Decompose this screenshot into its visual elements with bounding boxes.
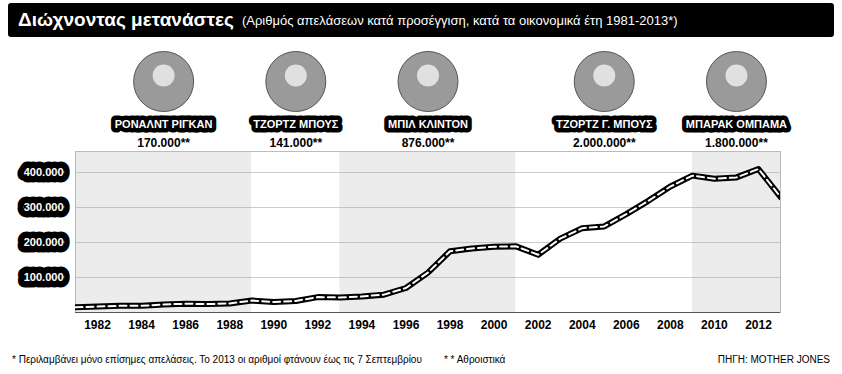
svg-text:ΤΖΟΡΤΖ ΜΠΟΥΣ: ΤΖΟΡΤΖ ΜΠΟΥΣ [253, 118, 339, 130]
html-text:ΠΗΓΗ: MOTHER JONES: ΠΗΓΗ: MOTHER JONES [717, 353, 830, 365]
svg-text:1998: 1998 [437, 318, 464, 332]
svg-text:170.000**: 170.000** [137, 136, 190, 150]
svg-text:1994: 1994 [349, 318, 376, 332]
svg-text:2000: 2000 [481, 318, 508, 332]
svg-text:2.000.000**: 2.000.000** [573, 136, 636, 150]
svg-text:2008: 2008 [657, 318, 684, 332]
svg-text:1990: 1990 [260, 318, 287, 332]
svg-text:1984: 1984 [128, 318, 155, 332]
svg-text:1986: 1986 [172, 318, 199, 332]
html-text:* * Αθροιστικά: * * Αθροιστικά [443, 353, 506, 365]
svg-text:300.000: 300.000 [24, 201, 64, 213]
svg-text:100.000: 100.000 [24, 271, 64, 283]
svg-text:ΡΟΝΑΛΝΤ ΡΙΓΚΑΝ: ΡΟΝΑΛΝΤ ΡΙΓΚΑΝ [115, 118, 213, 130]
svg-text:2010: 2010 [701, 318, 728, 332]
svg-text:200.000: 200.000 [24, 236, 64, 248]
svg-text:141.000**: 141.000** [269, 136, 322, 150]
svg-text:2006: 2006 [613, 318, 640, 332]
svg-text:1.800.000**: 1.800.000** [705, 136, 768, 150]
html-text:(Αριθμός απελάσεων κατά προσέγ: (Αριθμός απελάσεων κατά προσέγγιση, κατά… [242, 12, 678, 28]
svg-text:ΜΠΙΛ ΚΛΙΝΤΟΝ: ΜΠΙΛ ΚΛΙΝΤΟΝ [388, 118, 468, 130]
svg-text:ΜΠΑΡΑΚ ΟΜΠΑΜΑ: ΜΠΑΡΑΚ ΟΜΠΑΜΑ [686, 118, 787, 130]
svg-text:1992: 1992 [304, 318, 331, 332]
svg-text:1996: 1996 [393, 318, 420, 332]
svg-text:1982: 1982 [84, 318, 111, 332]
svg-text:2002: 2002 [525, 318, 552, 332]
svg-text:876.000**: 876.000** [402, 136, 455, 150]
svg-text:ΤΖΟΡΤΖ Γ. ΜΠΟΥΣ: ΤΖΟΡΤΖ Γ. ΜΠΟΥΣ [556, 118, 653, 130]
html-text:* Περιλαμβάνει μόνο επίσημες α: * Περιλαμβάνει μόνο επίσημες απελάσεις. … [12, 353, 422, 365]
svg-text:400.000: 400.000 [24, 166, 64, 178]
svg-text:2004: 2004 [569, 318, 596, 332]
svg-text:1988: 1988 [216, 318, 243, 332]
html-text:Διώχνοντας μετανάστες: Διώχνοντας μετανάστες [18, 9, 234, 30]
svg-text:2012: 2012 [745, 318, 772, 332]
